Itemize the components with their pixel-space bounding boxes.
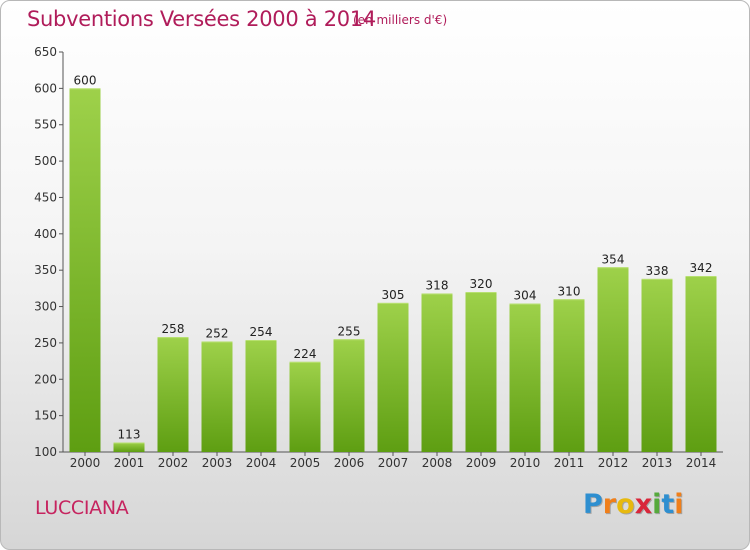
bar-2000 — [69, 88, 101, 452]
y-tick-label: 200 — [34, 372, 57, 386]
chart-title: Subventions Versées 2000 à 2014 — [27, 7, 376, 31]
y-tick-label: 250 — [34, 336, 57, 350]
bar-2001 — [113, 442, 145, 452]
data-label-2013: 338 — [646, 264, 669, 278]
data-label-2009: 320 — [470, 277, 493, 291]
y-tick-label: 300 — [34, 300, 57, 314]
bar-2012 — [597, 267, 629, 452]
bar-2003 — [201, 341, 233, 452]
bar-2005 — [289, 361, 321, 452]
bar-2014 — [685, 276, 717, 452]
y-tick-label: 500 — [34, 154, 57, 168]
y-tick-label: 100 — [34, 445, 57, 459]
logo-letter: t — [661, 489, 675, 520]
bar-2007 — [377, 302, 409, 452]
bar-2011 — [553, 299, 585, 452]
x-tick-label-2009: 2009 — [466, 456, 497, 470]
x-tick-label-2007: 2007 — [378, 456, 409, 470]
data-label-2002: 258 — [162, 322, 185, 336]
data-label-2012: 354 — [602, 252, 625, 266]
data-label-2003: 252 — [206, 326, 229, 340]
data-label-2001: 113 — [118, 428, 141, 442]
proxiti-logo: Proxiti — [583, 489, 684, 520]
x-tick-label-2002: 2002 — [158, 456, 189, 470]
data-label-2008: 318 — [426, 278, 449, 292]
y-tick-label: 150 — [34, 409, 57, 423]
bar-2002 — [157, 337, 189, 452]
data-label-2006: 255 — [338, 324, 361, 338]
logo-letter: x — [634, 489, 653, 520]
y-tick-label: 550 — [34, 118, 57, 132]
y-tick-label: 650 — [34, 45, 57, 59]
logo-letter: P — [583, 489, 603, 520]
bar-2009 — [465, 292, 497, 452]
data-label-2010: 304 — [514, 289, 537, 303]
x-tick-label-2004: 2004 — [246, 456, 277, 470]
x-tick-label-2003: 2003 — [202, 456, 233, 470]
bar-2008 — [421, 293, 453, 452]
data-label-2007: 305 — [382, 288, 405, 302]
commune-name: LUCCIANA — [35, 497, 129, 519]
data-label-2005: 224 — [294, 347, 317, 361]
y-tick-label: 600 — [34, 81, 57, 95]
logo-letter: i — [674, 489, 684, 520]
bar-2006 — [333, 339, 365, 452]
x-tick-label-2001: 2001 — [114, 456, 145, 470]
y-tick-label: 400 — [34, 227, 57, 241]
x-tick-label-2012: 2012 — [598, 456, 629, 470]
data-label-2000: 600 — [74, 73, 97, 87]
x-tick-label-2000: 2000 — [70, 456, 101, 470]
y-tick-label: 450 — [34, 190, 57, 204]
logo-letter: r — [602, 489, 617, 520]
bar-2013 — [641, 278, 673, 452]
bar-2010 — [509, 303, 541, 452]
logo-letter: i — [652, 489, 662, 520]
x-tick-label-2014: 2014 — [686, 456, 717, 470]
data-label-2004: 254 — [250, 325, 273, 339]
bar-2004 — [245, 340, 277, 452]
x-tick-label-2010: 2010 — [510, 456, 541, 470]
x-tick-label-2011: 2011 — [554, 456, 585, 470]
logo-letter: o — [616, 489, 635, 520]
data-label-2011: 310 — [558, 284, 581, 298]
y-tick-label: 350 — [34, 263, 57, 277]
chart-subtitle: (en milliers d'€) — [353, 13, 448, 27]
x-tick-label-2008: 2008 — [422, 456, 453, 470]
x-tick-label-2006: 2006 — [334, 456, 365, 470]
x-tick-label-2005: 2005 — [290, 456, 321, 470]
data-label-2014: 342 — [690, 261, 713, 275]
x-tick-label-2013: 2013 — [642, 456, 673, 470]
